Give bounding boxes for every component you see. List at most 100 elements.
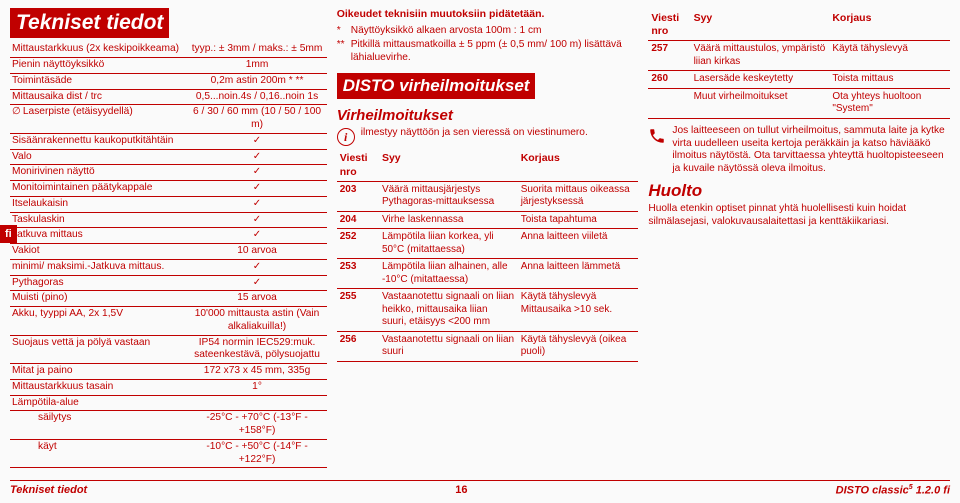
- spec-row: Valo✓: [10, 149, 327, 165]
- spec-label: Valo: [10, 149, 187, 165]
- error-cell-syy: Väärä mittausjärjestys Pythagoras-mittau…: [379, 181, 518, 211]
- spec-table: Mittaustarkkuus (2x keskipoikkeama)tyyp.…: [10, 42, 327, 468]
- spec-row: Laserpiste (etäisyydellä)6 / 30 / 60 mm …: [10, 105, 327, 134]
- spec-label: säilytys: [10, 411, 187, 440]
- spec-row: Akku, tyyppi AA, 2x 1,5V10'000 mittausta…: [10, 307, 327, 336]
- error-cell-nro: 203: [337, 181, 379, 211]
- spec-label: Mitat ja paino: [10, 364, 187, 380]
- col-header-syy: Syy: [379, 150, 518, 181]
- error-cell-syy: Vastaanotettu signaali on liian suuri: [379, 331, 518, 361]
- footer-version: 1.2.0 fi: [913, 485, 950, 497]
- spec-value: ✓: [187, 228, 326, 244]
- footer-right: DISTO classic5 1.2.0 fi: [836, 484, 950, 497]
- spec-value: -10°C - +50°C (-14°F - +122°F): [187, 439, 326, 468]
- error-row: 256Vastaanotettu signaali on liian suuri…: [337, 331, 639, 361]
- error-cell-syy: Väärä mittaustulos, ympäristö liian kirk…: [691, 41, 830, 71]
- error-cell-syy: Lasersäde keskeytetty: [691, 71, 830, 89]
- error-row: 253Lämpötila liian alhainen, alle -10°C …: [337, 259, 639, 289]
- error-row: 204Virhe laskennassaToista tapahtuma: [337, 211, 639, 229]
- spec-label: Mittaustarkkuus tasain: [10, 379, 187, 395]
- spec-row: Lämpötila-alue: [10, 395, 327, 411]
- spec-row: Monitoimintainen päätykappale✓: [10, 181, 327, 197]
- spec-row: Mittaustarkkuus (2x keskipoikkeama)tyyp.…: [10, 42, 327, 57]
- huolto-text: Huolla etenkin optiset pinnat yhtä huole…: [648, 203, 950, 229]
- spec-label: Mittausaika dist / trc: [10, 89, 187, 105]
- column-errors-continued: Viesti nro Syy Korjaus 257Väärä mittaust…: [648, 8, 950, 456]
- spec-label: Jatkuva mittaus: [10, 228, 187, 244]
- error-cell-nro: 252: [337, 229, 379, 259]
- heading-huolto: Huolto: [648, 180, 950, 201]
- error-cell-nro: 260: [648, 71, 690, 89]
- col-header-korjaus-2: Korjaus: [829, 10, 950, 41]
- spec-value: ✓: [187, 275, 326, 291]
- error-cell-kor: Käytä tähyslevyä (oikea puoli): [518, 331, 639, 361]
- error-cell-nro: 253: [337, 259, 379, 289]
- language-tab: fi: [0, 225, 17, 243]
- spec-value: 10'000 mittausta astin (Vain alkaliakuil…: [187, 307, 326, 336]
- phone-icon: [648, 127, 666, 145]
- spec-row: Monirivinen näyttö✓: [10, 165, 327, 181]
- footnotes: *Näyttöyksikkö alkaen arvosta 100m : 1 c…: [337, 25, 639, 64]
- spec-label: Akku, tyyppi AA, 2x 1,5V: [10, 307, 187, 336]
- spec-row: Jatkuva mittaus✓: [10, 228, 327, 244]
- spec-row: Mittausaika dist / trc0,5...noin.4s / 0,…: [10, 89, 327, 105]
- spec-row: Mittaustarkkuus tasain1°: [10, 379, 327, 395]
- error-cell-nro: 255: [337, 289, 379, 332]
- info-box: i ilmestyy näyttöön ja sen vieressä on v…: [337, 127, 639, 146]
- spec-value: 1mm: [187, 58, 326, 74]
- footer-left: Tekniset tiedot: [10, 484, 87, 497]
- spec-value: ✓: [187, 133, 326, 149]
- spec-value: ✓: [187, 259, 326, 275]
- phone-text: Jos laitteeseen on tullut virheilmoitus,…: [672, 125, 950, 176]
- spec-label: Lämpötila-alue: [10, 395, 187, 411]
- spec-value: ✓: [187, 196, 326, 212]
- spec-label: Toimintäsäde: [10, 73, 187, 89]
- spec-value: [187, 395, 326, 411]
- error-row: 255Vastaanotettu signaali on liian heikk…: [337, 289, 639, 332]
- error-cell-kor: Anna laitteen lämmetä: [518, 259, 639, 289]
- spec-value: ✓: [187, 181, 326, 197]
- spec-label: Muisti (pino): [10, 291, 187, 307]
- spec-label: käyt: [10, 439, 187, 468]
- subheading-virheilmoitukset: Virheilmoitukset: [337, 107, 639, 126]
- error-row: 252Lämpötila liian korkea, yli 50°C (mit…: [337, 229, 639, 259]
- spec-label: Pythagoras: [10, 275, 187, 291]
- spec-value: 6 / 30 / 60 mm (10 / 50 / 100 m): [187, 105, 326, 134]
- spec-label: Mittaustarkkuus (2x keskipoikkeama): [10, 42, 187, 57]
- error-cell-kor: Suorita mittaus oikeassa järjestyksessä: [518, 181, 639, 211]
- error-cell-kor: Käytä tähyslevyä Mittausaika >10 sek.: [518, 289, 639, 332]
- spec-label: minimi/ maksimi.-Jatkuva mittaus.: [10, 259, 187, 275]
- spec-row: Vakiot10 arvoa: [10, 244, 327, 260]
- columns: Tekniset tiedot Mittaustarkkuus (2x kesk…: [10, 8, 950, 456]
- error-table-2: Viesti nro Syy Korjaus 257Väärä mittaust…: [648, 10, 950, 119]
- spec-value: 0,5...noin.4s / 0,16..noin 1s: [187, 89, 326, 105]
- error-row: 203Väärä mittausjärjestys Pythagoras-mit…: [337, 181, 639, 211]
- spec-row: Toimintäsäde0,2m astin 200m * **: [10, 73, 327, 89]
- spec-row: Taskulaskin✓: [10, 212, 327, 228]
- spec-label: Monirivinen näyttö: [10, 165, 187, 181]
- error-cell-syy: Virhe laskennassa: [379, 211, 518, 229]
- error-row: 257Väärä mittaustulos, ympäristö liian k…: [648, 41, 950, 71]
- info-icon: i: [337, 128, 355, 146]
- error-cell-syy: Muut virheilmoitukset: [691, 88, 830, 118]
- column-specs: Tekniset tiedot Mittaustarkkuus (2x kesk…: [10, 8, 327, 456]
- error-cell-syy: Lämpötila liian alhainen, alle -10°C (mi…: [379, 259, 518, 289]
- info-text: ilmestyy näyttöön ja sen vieressä on vie…: [361, 127, 588, 140]
- spec-row: Sisäänrakennettu kaukoputkitähtäin✓: [10, 133, 327, 149]
- error-cell-nro: [648, 88, 690, 118]
- error-row: 260Lasersäde keskeytettyToista mittaus: [648, 71, 950, 89]
- page-footer: Tekniset tiedot 16 DISTO classic5 1.2.0 …: [10, 480, 950, 497]
- spec-value: 10 arvoa: [187, 244, 326, 260]
- spec-row: minimi/ maksimi.-Jatkuva mittaus.✓: [10, 259, 327, 275]
- spec-value: ✓: [187, 149, 326, 165]
- spec-row: käyt-10°C - +50°C (-14°F - +122°F): [10, 439, 327, 468]
- spec-row: Mitat ja paino172 x73 x 45 mm, 335g: [10, 364, 327, 380]
- error-cell-kor: Toista mittaus: [829, 71, 950, 89]
- spec-label: Taskulaskin: [10, 212, 187, 228]
- spec-value: 0,2m astin 200m * **: [187, 73, 326, 89]
- error-cell-kor: Anna laitteen viiletä: [518, 229, 639, 259]
- col-header-korjaus: Korjaus: [518, 150, 639, 181]
- spec-value: ✓: [187, 212, 326, 228]
- error-row: Muut virheilmoituksetOta yhteys huoltoon…: [648, 88, 950, 118]
- spec-row: säilytys-25°C - +70°C (-13°F - +158°F): [10, 411, 327, 440]
